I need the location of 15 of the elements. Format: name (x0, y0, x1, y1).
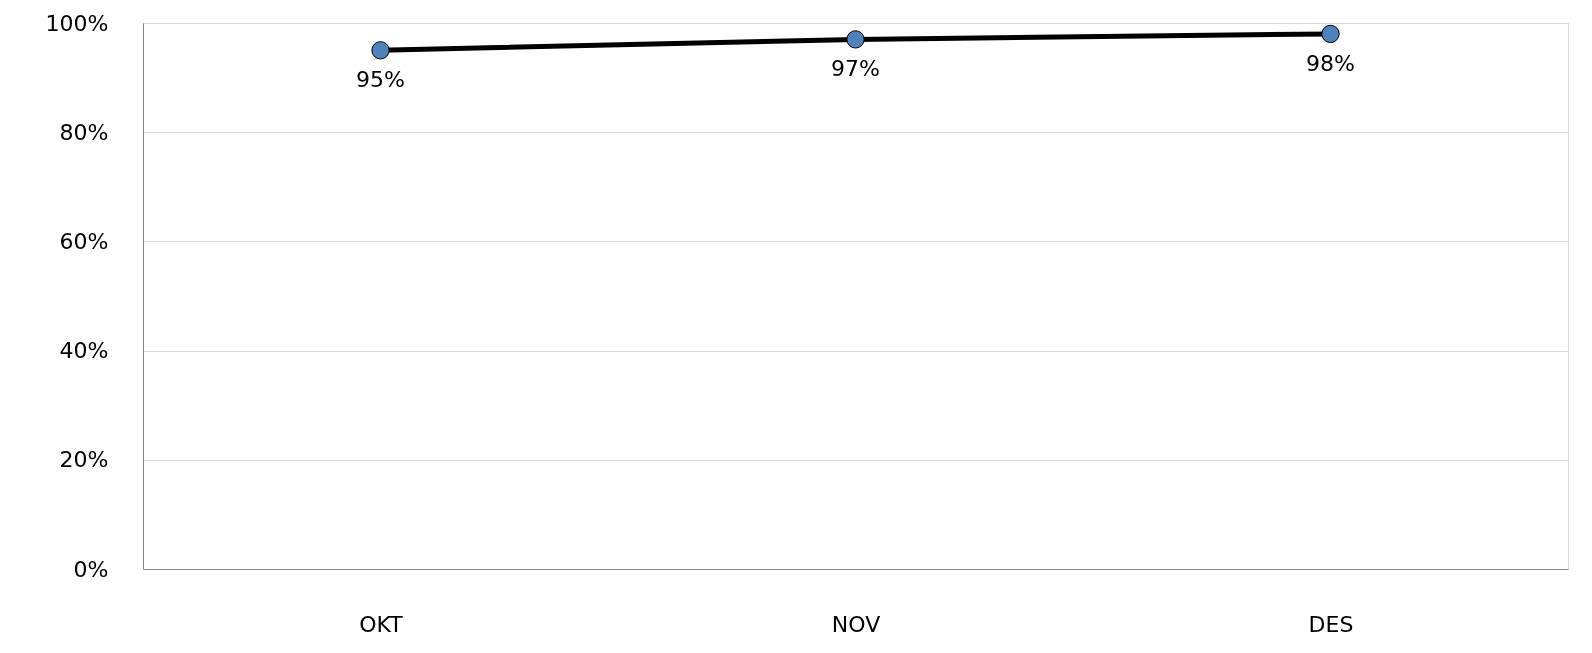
y-tick-label: 40% (59, 338, 109, 364)
x-tick-label: DES (1308, 611, 1354, 637)
point (371, 41, 390, 60)
x-tick-label: OKT (359, 611, 404, 637)
point (846, 30, 865, 49)
data-label: 97% (831, 56, 880, 82)
data-label: 98% (1306, 50, 1355, 76)
y-tick-label: 100% (45, 10, 109, 36)
y-tick-label: 0% (73, 556, 109, 582)
y-tick-label: 60% (59, 228, 109, 254)
point (1321, 24, 1340, 44)
y-tick-label: 80% (59, 119, 109, 145)
x-tick-label: NOV (831, 611, 881, 637)
data-label: 95% (356, 67, 405, 93)
y-tick-label: 20% (59, 447, 109, 473)
